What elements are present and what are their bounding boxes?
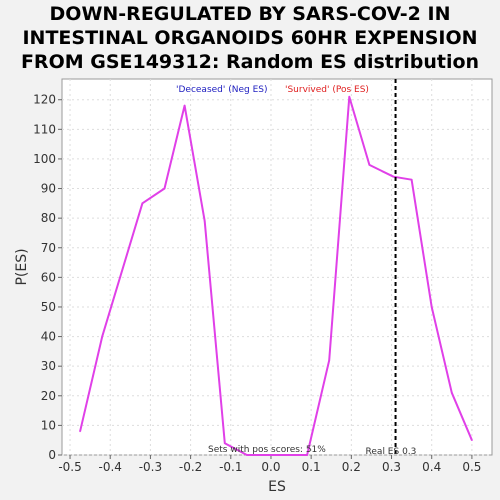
- data-point: [101, 335, 103, 338]
- x-tick-label: -0.4: [99, 460, 122, 474]
- x-tick-label: -0.1: [219, 460, 242, 474]
- x-tick-label: -0.3: [139, 460, 162, 474]
- y-tick-label: 40: [41, 330, 56, 344]
- legend-pos-es: 'Survived' (Pos ES): [285, 85, 369, 95]
- data-point: [223, 442, 226, 444]
- y-tick-label: 120: [33, 93, 56, 107]
- data-point: [141, 202, 144, 205]
- data-point: [328, 359, 331, 362]
- axes: 0 10 20 30 40 50 60 70 80 90 100 110 120 -0.5 -0.4 -0.3…: [33, 93, 481, 474]
- data-point: [410, 178, 413, 181]
- x-tick-label: 0.4: [422, 460, 441, 474]
- data-point: [430, 306, 433, 308]
- real-es-label: Real ES 0.3: [366, 447, 417, 457]
- y-tick-label: 100: [33, 152, 56, 166]
- data-point: [392, 175, 395, 178]
- series-layer: [79, 95, 473, 456]
- x-tick-label: 0.0: [261, 460, 280, 474]
- data-point: [203, 220, 206, 222]
- data-point: [246, 454, 248, 456]
- y-tick-label: 10: [41, 418, 56, 432]
- data-point: [348, 95, 351, 98]
- y-tick-label: 50: [41, 300, 56, 314]
- y-tick-label: 60: [41, 270, 56, 284]
- overlay-layer: Real ES 0.3 Sets with pos scores: 51% 'Dec…: [176, 79, 416, 457]
- data-point: [306, 454, 308, 456]
- legend-neg-es: 'Deceased' (Neg ES): [176, 85, 267, 95]
- pos-score-annotation: Sets with pos scores: 51%: [208, 445, 326, 455]
- y-tick-label: 90: [41, 182, 56, 196]
- y-tick-label: 110: [33, 122, 56, 136]
- x-tick-label: 0.3: [382, 460, 401, 474]
- y-tick-label: 30: [41, 359, 56, 373]
- x-tick-label: 0.5: [462, 460, 481, 474]
- y-tick-label: 80: [41, 211, 56, 225]
- plot-area: [61, 78, 493, 456]
- y-tick-label: 20: [41, 389, 56, 403]
- data-point: [368, 164, 371, 166]
- x-tick-label: -0.2: [179, 460, 202, 474]
- data-point: [471, 439, 473, 441]
- title-line-3: FROM GSE149312: Random ES distribution: [20, 51, 480, 73]
- chart-title: DOWN-REGULATED BY SARS-COV-2 IN INTESTIN…: [0, 2, 500, 74]
- title-line-2: INTESTINAL ORGANOIDS 60HR EXPENSION: [22, 27, 478, 49]
- data-point: [163, 187, 166, 190]
- data-point: [451, 392, 453, 394]
- data-point: [79, 430, 81, 433]
- y-axis-label: P(ES): [14, 248, 30, 285]
- x-tick-label: -0.5: [58, 460, 81, 474]
- title-line-1: DOWN-REGULATED BY SARS-COV-2 IN: [49, 3, 451, 25]
- y-tick-label: 0: [48, 448, 56, 462]
- y-tick-label: 70: [41, 241, 56, 255]
- x-tick-label: 0.2: [342, 460, 361, 474]
- x-axis-label: ES: [268, 479, 286, 495]
- x-tick-label: 0.1: [302, 460, 321, 474]
- data-point: [183, 104, 186, 107]
